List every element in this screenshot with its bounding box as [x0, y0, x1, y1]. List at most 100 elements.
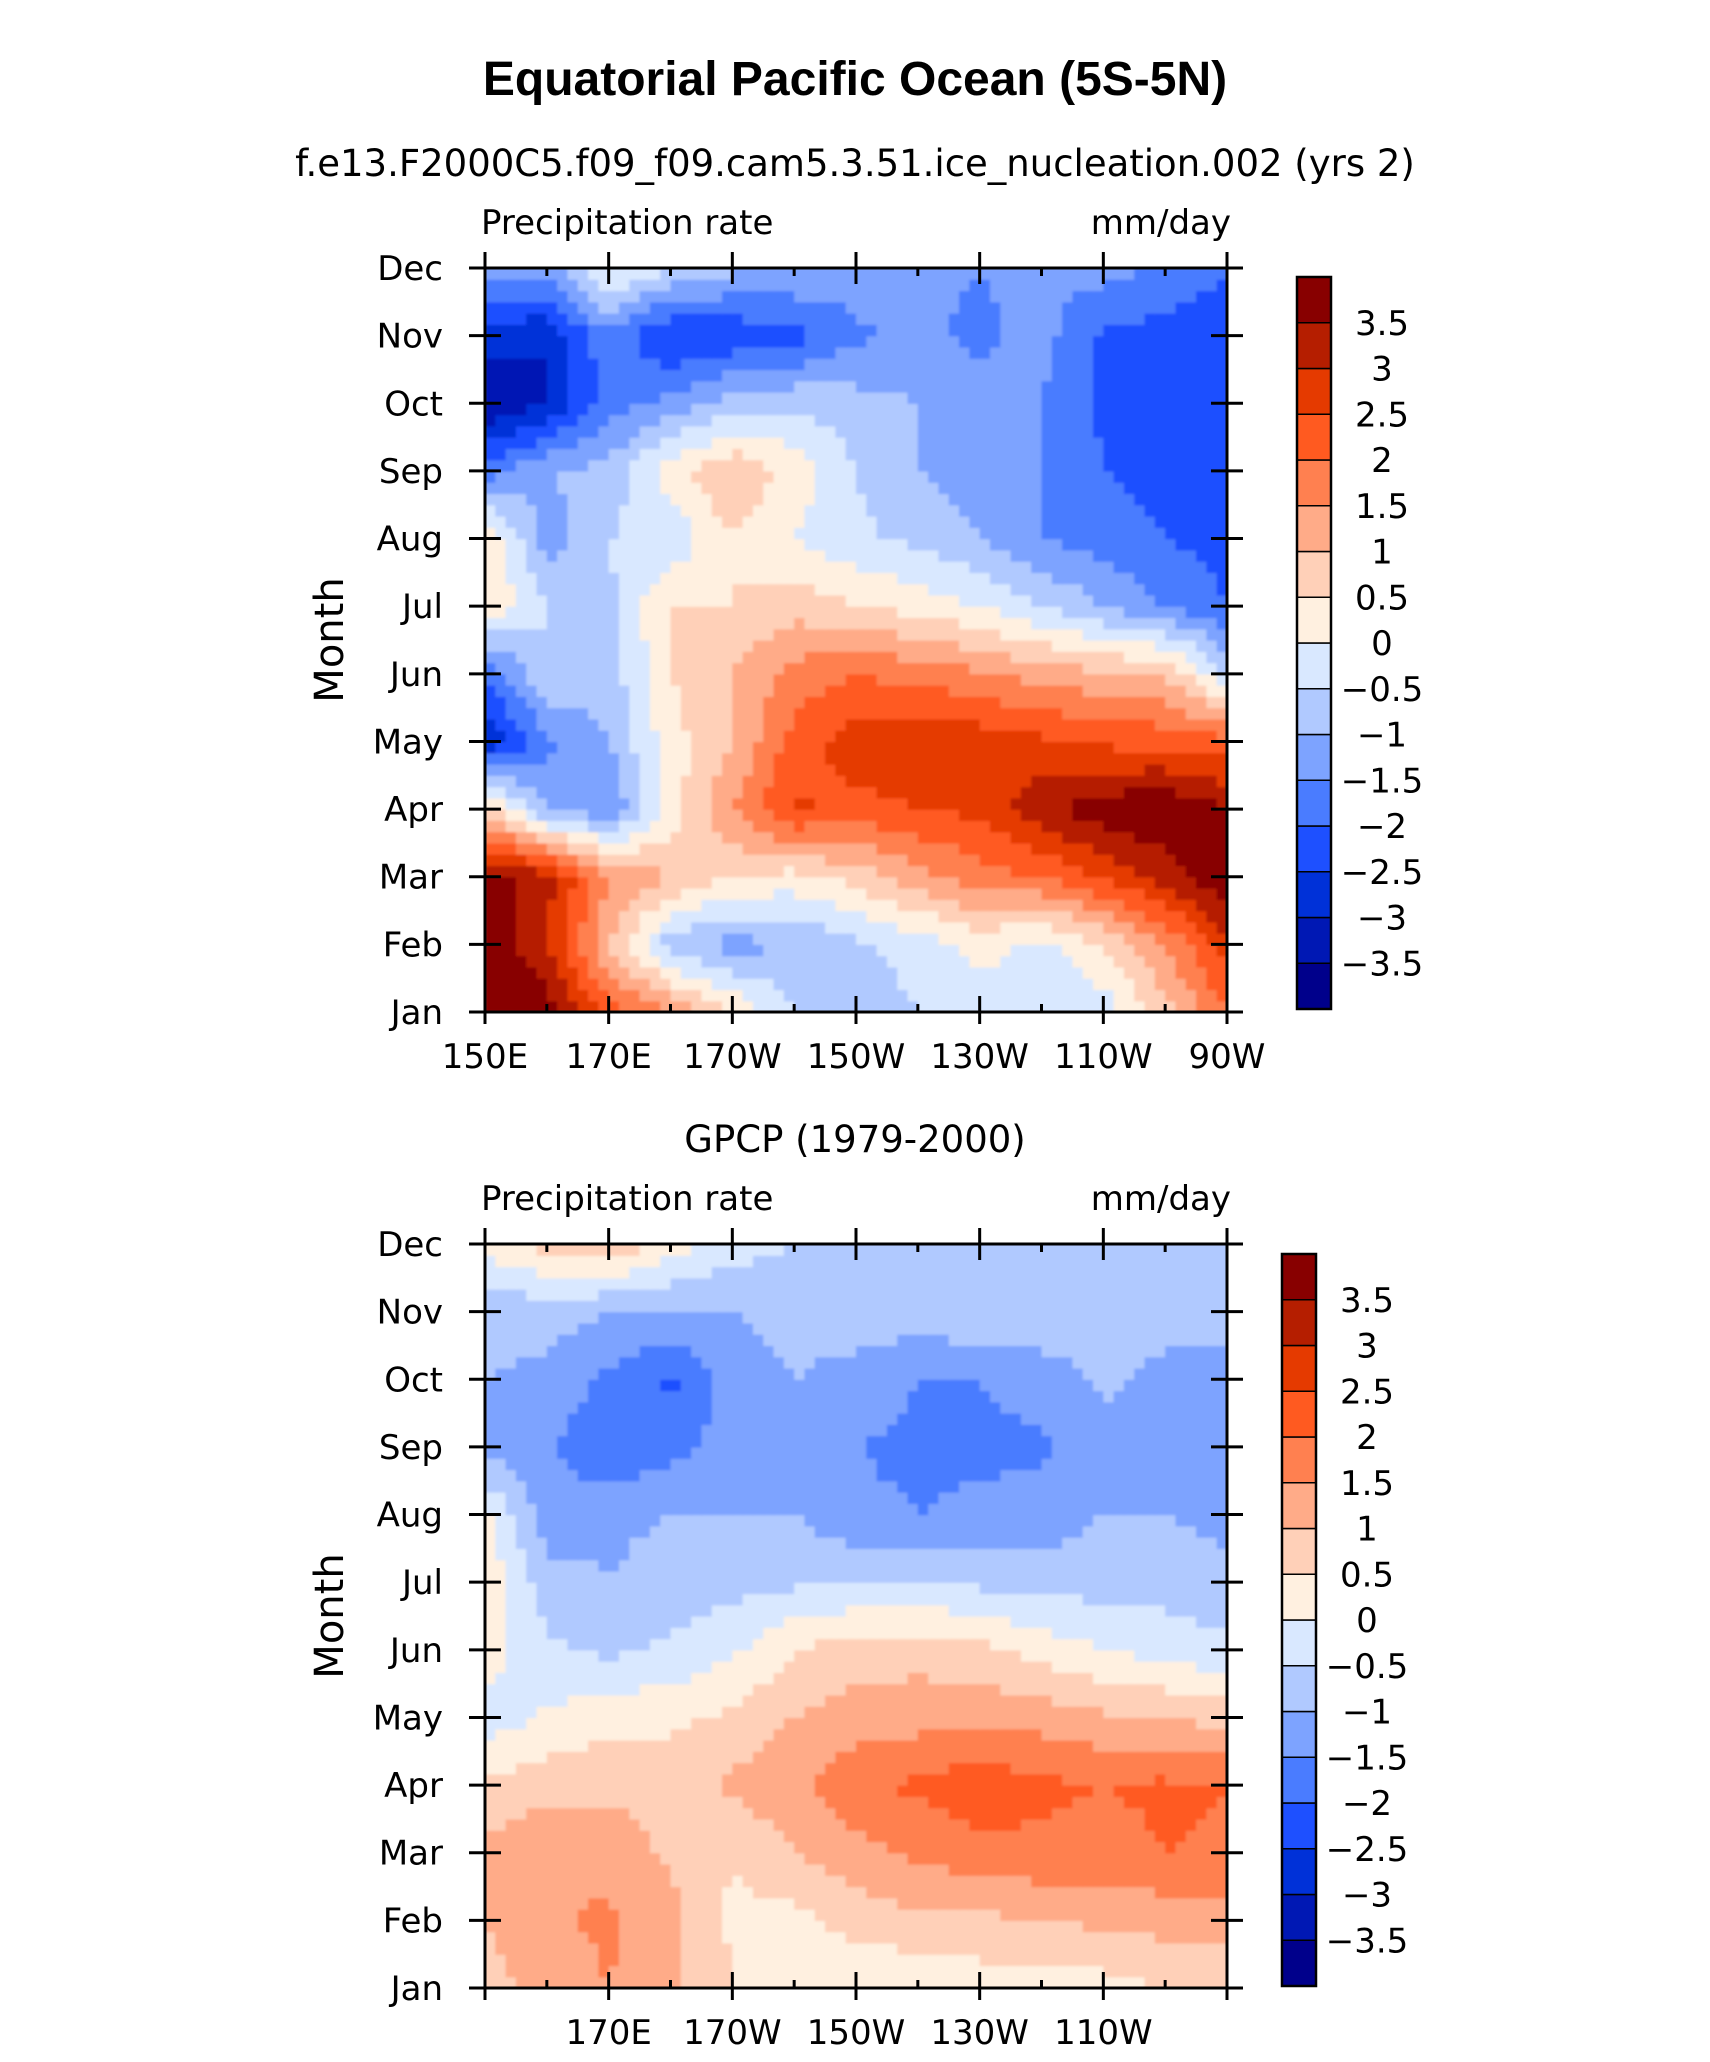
contour-cell [722, 324, 733, 337]
contour-cell [845, 279, 857, 292]
contour-cell [1062, 369, 1074, 382]
contour-cell [907, 369, 919, 382]
contour-cell [670, 335, 682, 348]
contour-cell [639, 628, 651, 641]
contour-cell [670, 313, 682, 325]
contour-cell [691, 358, 703, 371]
contour-cell [897, 606, 909, 619]
contour-cell [969, 888, 981, 900]
contour-cell [1216, 516, 1227, 528]
contour-cell [1165, 955, 1177, 968]
contour-cell [567, 572, 579, 585]
contour-cell [928, 335, 940, 348]
contour-cell [814, 831, 826, 844]
contour-cell [618, 820, 630, 833]
contour-cell [938, 358, 950, 371]
contour-cell [907, 335, 919, 348]
contour-cell [969, 459, 981, 472]
contour-cell [732, 459, 744, 472]
contour-cell [804, 301, 816, 314]
contour-cell [989, 910, 1001, 923]
contour-cell [1103, 876, 1115, 889]
contour-cell [629, 527, 641, 540]
contour-cell [794, 752, 806, 765]
contour-cell [1020, 459, 1032, 472]
contour-cell [1031, 482, 1043, 495]
contour-cell [959, 279, 970, 292]
contour-cell [938, 527, 950, 540]
contour-cell [567, 313, 579, 325]
contour-cell [989, 290, 1001, 303]
contour-cell [557, 831, 569, 844]
contour-cell [1051, 628, 1063, 641]
contour-cell [1072, 617, 1084, 630]
contour-cell [526, 301, 538, 314]
contour-cell [886, 425, 898, 438]
contour-cell [567, 775, 579, 788]
contour-cell [618, 516, 630, 528]
contour-cell [876, 380, 888, 393]
contour-cell [845, 538, 857, 551]
contour-cell [526, 594, 538, 607]
contour-cell [485, 358, 496, 371]
contour-cell [495, 504, 507, 517]
contour-cell [1010, 268, 1022, 280]
contour-cell [577, 797, 589, 810]
contour-cell [1041, 516, 1053, 528]
contour-cell [835, 414, 847, 427]
contour-cell [505, 594, 517, 607]
contour-cell [495, 764, 507, 776]
contour-cell [485, 335, 496, 348]
contour-cell [979, 594, 991, 607]
contour-cell [1041, 921, 1053, 934]
contour-cell [804, 358, 816, 371]
contour-cell [866, 313, 878, 325]
contour-cell [1072, 561, 1084, 573]
contour-cell [495, 628, 507, 641]
contour-cell [1134, 888, 1146, 900]
contour-cell [814, 809, 826, 821]
contour-cell [1041, 335, 1053, 348]
contour-cell [1113, 876, 1125, 889]
contour-cell [1082, 764, 1094, 776]
contour-cell [742, 346, 754, 359]
contour-cell [783, 1976, 795, 1988]
contour-cell [629, 1976, 641, 1988]
contour-cell [876, 594, 888, 607]
contour-cell [608, 470, 620, 483]
contour-cell [1072, 640, 1084, 652]
contour-cell [1000, 876, 1012, 889]
contour-cell [629, 910, 641, 923]
contour-cell [536, 369, 548, 382]
contour-cell [928, 707, 940, 720]
contour-cell [618, 696, 630, 709]
contour-cell [515, 414, 527, 427]
contour-cell [856, 707, 867, 720]
contour-cell [618, 313, 630, 325]
contour-cell [598, 572, 610, 585]
contour-cell [639, 707, 651, 720]
contour-cell [1185, 594, 1197, 607]
contour-cell [804, 989, 816, 1002]
contour-cell [979, 301, 991, 314]
contour-cell [680, 651, 692, 664]
contour-cell [732, 933, 744, 945]
contour-cell [1000, 425, 1012, 438]
contour-cell [1000, 797, 1012, 810]
contour-cell [876, 775, 888, 788]
contour-cell [526, 437, 538, 449]
contour-cell [1093, 651, 1104, 664]
contour-cell [928, 358, 940, 371]
contour-cell [989, 921, 1001, 934]
contour-cell [526, 617, 538, 630]
contour-cell [1062, 425, 1074, 438]
contour-cell [1144, 1976, 1156, 1988]
contour-cell [752, 313, 764, 325]
contour-cell [639, 752, 651, 765]
contour-cell [856, 775, 867, 788]
contour-cell [1041, 820, 1053, 833]
contour-cell [783, 921, 795, 934]
contour-cell [732, 279, 744, 292]
contour-cell [567, 516, 579, 528]
contour-cell [856, 831, 867, 844]
